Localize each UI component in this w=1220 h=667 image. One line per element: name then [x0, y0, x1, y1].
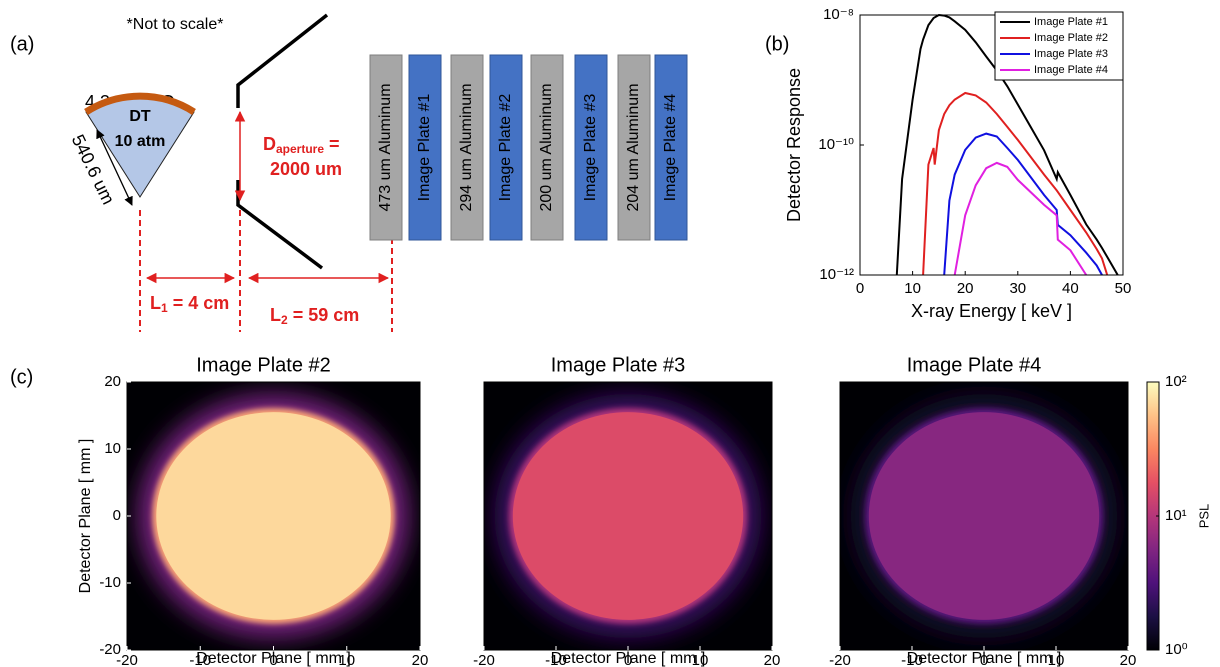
- colorbar-label: PSL: [1196, 504, 1211, 529]
- stack-label: 200 um Aluminum: [538, 83, 555, 211]
- aperture-value: 2000 um: [270, 159, 342, 179]
- l2-label: L2 = 59 cm: [270, 305, 359, 327]
- x-tick-label: -20: [829, 652, 851, 667]
- y-tick-label: -10: [99, 574, 121, 591]
- colorbar-tick-label: 10²: [1165, 373, 1187, 390]
- x-tick-label: 10: [904, 280, 921, 297]
- x-axis-label: Detector Plane [ mm ]: [907, 650, 1062, 667]
- detector-stack: 473 um Aluminum Image Plate #1 294 um Alum…: [370, 55, 687, 240]
- y-tick-label: 20: [104, 373, 121, 390]
- stack-label: Image Plate #4: [662, 94, 679, 202]
- legend-label: Image Plate #1: [1034, 16, 1108, 28]
- heatmap-image: [138, 394, 408, 638]
- colorbar-tick-label: 10⁰: [1165, 641, 1188, 658]
- y-axis-label: Detector Plane [ mm ]: [77, 439, 94, 594]
- aperture-sub: aperture: [276, 142, 324, 156]
- stack-label: Image Plate #3: [582, 94, 599, 202]
- y-tick-label: -20: [99, 641, 121, 658]
- x-tick-label: 40: [1062, 280, 1079, 297]
- heatmap-title: Image Plate #3: [551, 354, 686, 376]
- colorbar-tick-label: 10¹: [1165, 507, 1187, 524]
- y-tick-label: 10⁻⁸: [823, 6, 854, 23]
- heatmap-title: Image Plate #4: [907, 354, 1042, 376]
- note: *Not to scale*: [127, 16, 224, 33]
- heatmap-image: [495, 394, 761, 638]
- l2-symbol: L: [270, 305, 281, 325]
- l1-value: = 4 cm: [168, 293, 230, 313]
- aperture-eq: =: [324, 134, 340, 154]
- y-tick-label: 10⁻¹⁰: [818, 136, 854, 153]
- legend-label: Image Plate #2: [1034, 32, 1108, 44]
- panel-label: (a): [10, 33, 34, 55]
- figure: (a) (b) (c) *Not to scale* 4.3 um SiO2 D…: [0, 0, 1220, 667]
- l2-value: = 59 cm: [288, 305, 360, 325]
- x-axis-label: Detector Plane [ mm ]: [196, 650, 351, 667]
- panel-label: (b): [765, 33, 789, 55]
- stack-label: 473 um Aluminum: [377, 83, 394, 211]
- x-tick-label: 20: [1120, 652, 1137, 667]
- aperture-wall: [238, 15, 327, 108]
- spot: [513, 412, 743, 620]
- l1-symbol: L: [150, 293, 161, 313]
- stack-label: 294 um Aluminum: [458, 83, 475, 211]
- x-tick-label: 20: [764, 652, 781, 667]
- heatmap-title: Image Plate #2: [196, 354, 331, 376]
- x-axis-label: Detector Plane [ mm ]: [551, 650, 706, 667]
- legend-label: Image Plate #3: [1034, 48, 1108, 60]
- spot: [156, 412, 390, 620]
- legend-label: Image Plate #4: [1034, 64, 1108, 76]
- x-tick-label: -20: [473, 652, 495, 667]
- panel-label: (c): [10, 366, 33, 388]
- l1-label: L1 = 4 cm: [150, 293, 229, 315]
- x-axis-label: X-ray Energy [ keV ]: [911, 301, 1072, 321]
- diagram: *Not to scale* 4.3 um SiO2 DT 10 atm 540…: [68, 15, 687, 332]
- aperture-symbol: D: [263, 134, 276, 154]
- stack-label: 204 um Aluminum: [625, 83, 642, 211]
- stack-label: Image Plate #1: [416, 94, 433, 202]
- x-tick-label: 50: [1115, 280, 1132, 297]
- pressure-label: 10 atm: [115, 133, 166, 150]
- heatmap-image: [851, 394, 1117, 638]
- y-axis-label: Detector Response: [784, 68, 804, 222]
- aperture-label: Daperture =: [263, 134, 340, 156]
- y-tick-label: 10: [104, 440, 121, 457]
- stack-label: Image Plate #2: [497, 94, 514, 202]
- fill-label: DT: [129, 108, 151, 125]
- x-tick-label: 20: [957, 280, 974, 297]
- x-tick-label: 0: [856, 280, 864, 297]
- x-tick-label: 20: [412, 652, 429, 667]
- x-tick-label: 30: [1009, 280, 1026, 297]
- y-tick-label: 0: [113, 507, 121, 524]
- aperture-wall: [238, 180, 322, 268]
- spot: [869, 412, 1099, 620]
- y-tick-label: 10⁻¹²: [819, 266, 854, 283]
